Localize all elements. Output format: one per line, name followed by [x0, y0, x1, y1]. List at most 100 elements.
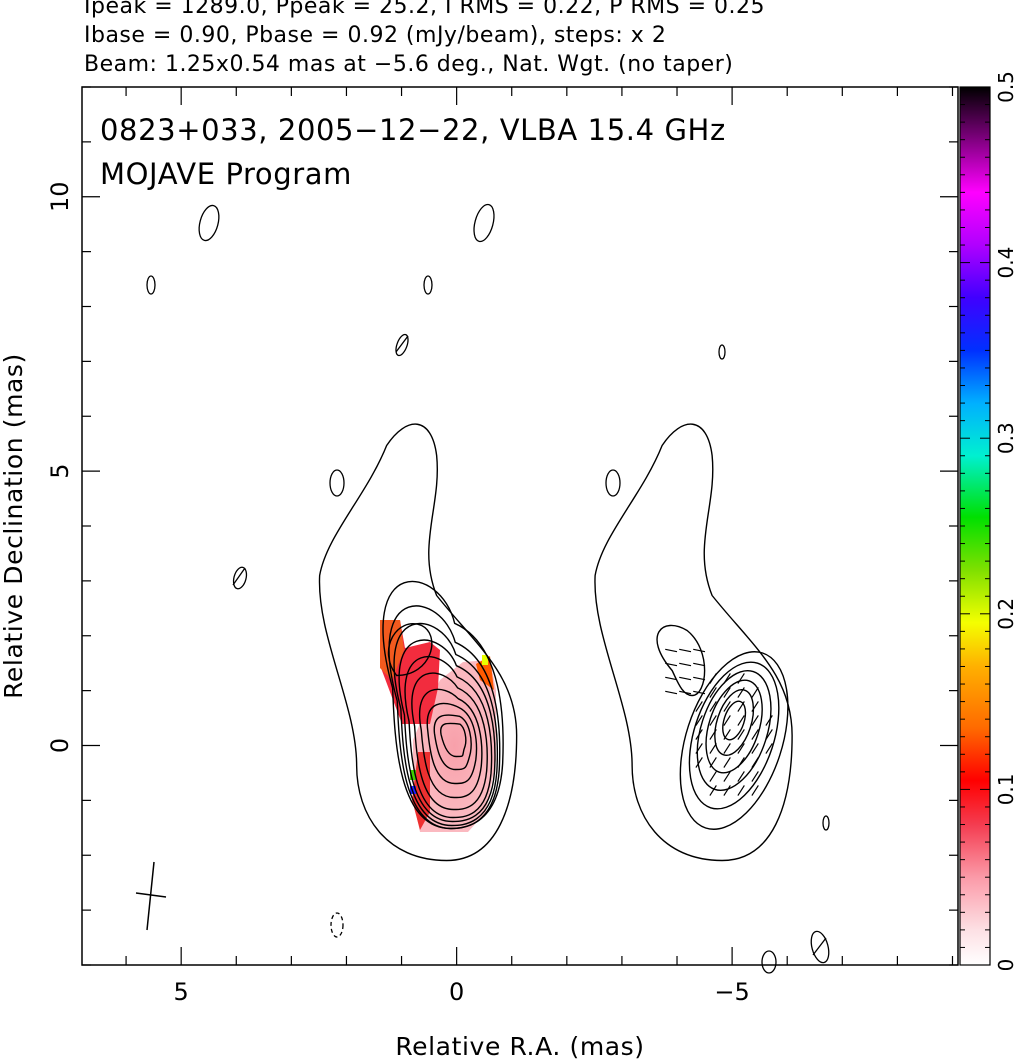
- contour-outer: [318, 423, 518, 862]
- polarization-vector: [695, 757, 703, 768]
- noise-contour-4: [423, 275, 433, 295]
- polarization-vector: [737, 743, 745, 754]
- colorbar-ticks: 0 0.1 0.2 0.3 0.4 0.5: [960, 71, 1018, 971]
- contour-level: [433, 714, 472, 771]
- contour-level: [382, 580, 504, 830]
- polarization-vector: [695, 701, 703, 712]
- polarization-vector: [723, 687, 731, 698]
- polarization-vector: [737, 673, 745, 684]
- y-tick-label: 5: [46, 463, 74, 478]
- colorbar-tick-label: 0.5: [994, 71, 1018, 103]
- polarization-vector: [751, 771, 759, 782]
- contour-level: [705, 679, 763, 774]
- polarization-vector: [695, 729, 703, 740]
- pol-patch-orange: [380, 620, 404, 680]
- polarization-vector: [751, 687, 759, 698]
- noise-contour-10: [822, 815, 830, 831]
- contour-level: [411, 672, 488, 811]
- contour-level: [388, 605, 501, 830]
- beam-cross: [135, 861, 167, 931]
- polarization-vector: [709, 701, 717, 712]
- polarization-vector: [765, 729, 773, 740]
- polarization-vector: [709, 743, 717, 754]
- contour-level: [714, 689, 755, 756]
- polarization-vector: [723, 701, 731, 712]
- contour-level: [722, 700, 747, 741]
- noise-contours: [146, 203, 830, 974]
- x-tick-label: 5: [174, 978, 189, 1006]
- polarization-vector: [737, 785, 745, 796]
- colorbar: 0 0.1 0.2 0.3 0.4 0.5: [959, 71, 1018, 971]
- polarization-vector: [723, 743, 731, 754]
- contour-level: [688, 661, 780, 810]
- noise-contour-9: [232, 566, 248, 590]
- y-axis-label: Relative Declination (mas): [0, 353, 28, 699]
- noise-contour-13: [330, 912, 344, 938]
- polarization-vector: [709, 757, 717, 768]
- polarization-vector: [709, 771, 717, 782]
- polarization-vector: [693, 662, 706, 667]
- polarization-vector: [751, 701, 759, 712]
- polarization-vector: [709, 729, 717, 740]
- polarization-vector: [765, 743, 773, 754]
- header-peak-line: Ipeak = 1289.0, Ppeak = 25.2, I RMS = 0.…: [84, 0, 765, 19]
- polarization-vector: [737, 701, 745, 712]
- plot-title-line1: 0823+033, 2005−12−22, VLBA 15.4 GHz: [100, 113, 726, 147]
- polarization-vector: [737, 729, 745, 740]
- noise-contour-11: [810, 930, 830, 964]
- polarization-vector: [765, 715, 773, 726]
- contour-lobe: [656, 624, 706, 697]
- polarization-vector: [751, 785, 759, 796]
- contours-left-panel: [318, 423, 518, 862]
- header-base-line: Ibase = 0.90, Pbase = 0.92 (mJy/beam), s…: [84, 23, 667, 48]
- polarization-vector: [709, 673, 717, 684]
- polarization-vector: [709, 785, 717, 796]
- polarization-vector: [737, 715, 745, 726]
- contours-right-panel: [594, 423, 793, 862]
- contour-level: [440, 722, 467, 758]
- header-beam-line: Beam: 1.25x0.54 mas at −5.6 deg., Nat. W…: [84, 52, 734, 77]
- polarization-vector: [679, 648, 692, 653]
- noise-contour-12: [761, 950, 777, 974]
- y-tick-label: 0: [46, 738, 74, 753]
- polarization-vector: [723, 673, 731, 684]
- polarization-vector: [695, 743, 703, 754]
- pol-pixel-green: [410, 770, 416, 780]
- noise-contour-2: [473, 203, 495, 243]
- noise-contour-5: [395, 333, 409, 357]
- contour-level: [398, 639, 496, 823]
- colorbar-tick-label: 0.2: [994, 598, 1018, 630]
- x-tick-label: −5: [714, 978, 749, 1006]
- polarization-vector: [723, 785, 731, 796]
- polarization-vector: [723, 715, 731, 726]
- axes: 5 0 −5 0 5 10: [46, 86, 958, 1006]
- polarization-vector: [695, 715, 703, 726]
- contour-lobe: [387, 623, 433, 677]
- colorbar-tick-label: 0.1: [994, 773, 1018, 805]
- colorbar-tick-label: 0: [994, 959, 1018, 972]
- noise-tick-3: [812, 937, 827, 956]
- polarization-vector: [737, 687, 745, 698]
- noise-contour-7: [329, 469, 345, 497]
- pol-pixel-blue: [410, 786, 416, 794]
- colorbar-tick-label: 0.4: [994, 247, 1018, 279]
- polarization-vector: [665, 662, 678, 667]
- polarization-vector: [693, 648, 706, 653]
- polarization-vector: [723, 757, 731, 768]
- polarization-vector: [693, 690, 706, 695]
- pol-pixel-yellow: [482, 655, 488, 665]
- beam-major-axis: [146, 861, 155, 931]
- contour-level: [426, 702, 478, 785]
- polarization-vector: [679, 662, 692, 667]
- polarization-vectors: [665, 648, 773, 796]
- plot-title-line2: MOJAVE Program: [100, 157, 352, 191]
- polarization-vector: [679, 676, 692, 681]
- polarization-vector: [665, 690, 678, 695]
- x-tick-label: 0: [449, 978, 464, 1006]
- contour-level: [696, 669, 772, 792]
- polarization-vector: [709, 687, 717, 698]
- noise-contour-1: [198, 204, 220, 242]
- contour-level: [404, 656, 493, 819]
- contour-level: [679, 651, 789, 830]
